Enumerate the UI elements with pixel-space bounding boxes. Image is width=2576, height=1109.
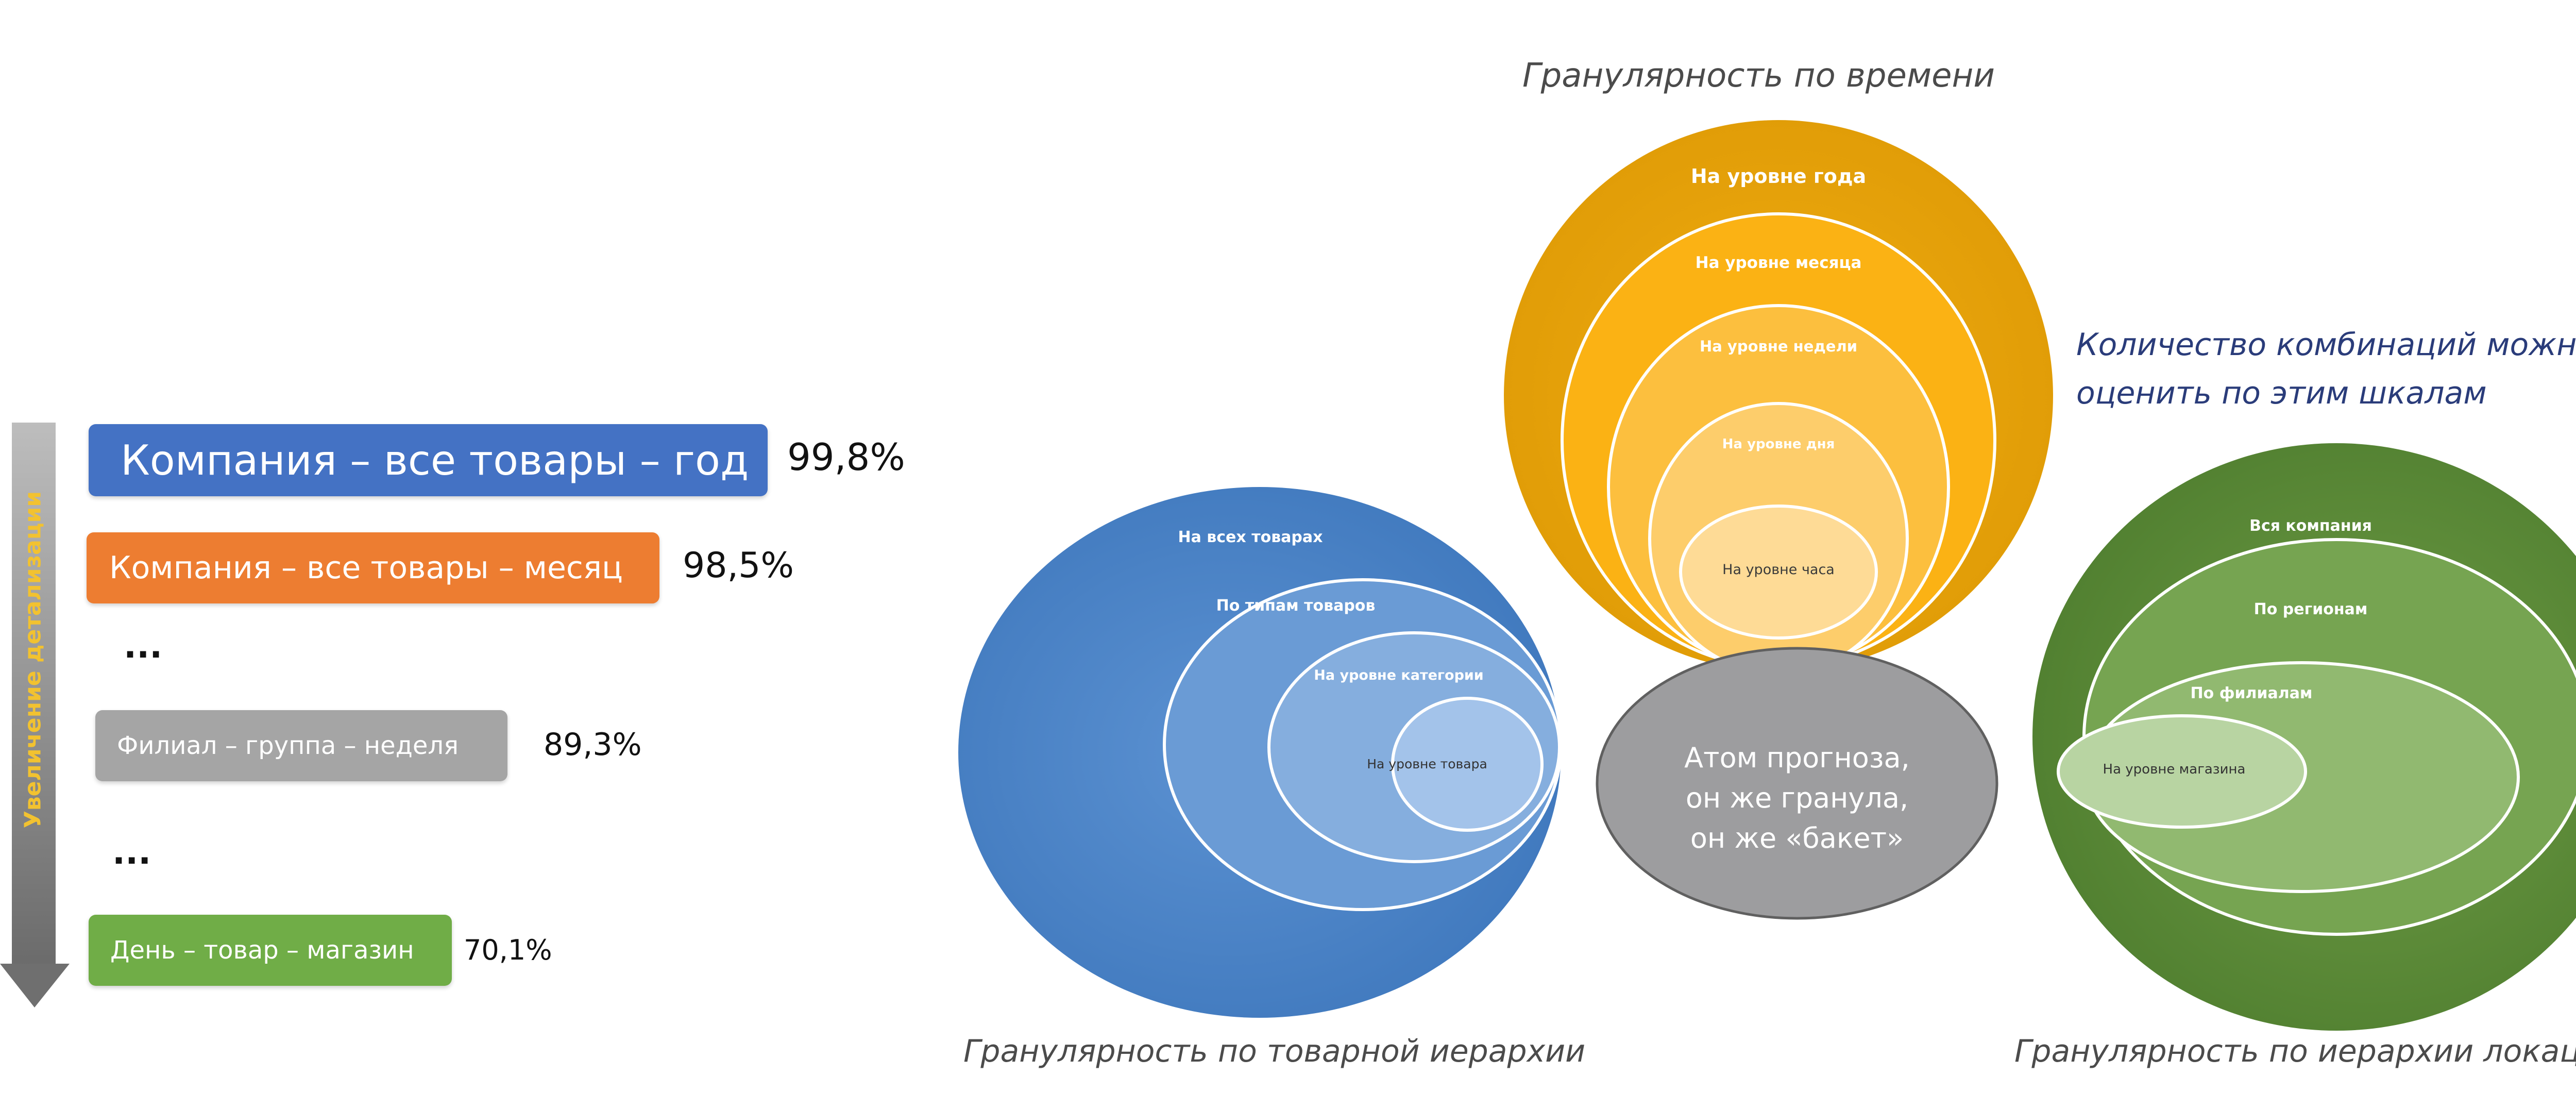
level-day-product-store: День – товар – магазин	[89, 915, 452, 986]
level-branch-group-week: Филиал – группа – неделя	[95, 710, 507, 781]
time-level-hour	[1679, 505, 1878, 640]
location-level-label: На уровне магазина	[2103, 762, 2246, 777]
product-level-label: По типам товаров	[1216, 597, 1376, 615]
level-percent: 89,3%	[544, 727, 642, 763]
time-level-label: На уровне месяца	[1695, 254, 1862, 272]
location-level-label: По филиалам	[2190, 684, 2313, 702]
time-level-label: На уровне часа	[1722, 562, 1835, 578]
time-level-label: На уровне недели	[1699, 338, 1858, 355]
level-company-year: Компания – все товары – год	[89, 424, 768, 496]
combinations-note: Количество комбинаций можно оценить по э…	[2076, 321, 2576, 417]
atom-bubble	[1596, 647, 1998, 920]
location-granularity-circles	[2032, 443, 2576, 1031]
level-label: Компания – все товары – год	[121, 436, 749, 484]
detail-arrow	[0, 423, 70, 1007]
time-granularity-circles	[1504, 120, 2053, 675]
time-level-label: На уровне года	[1690, 165, 1867, 188]
product-granularity-circles	[958, 487, 1563, 1018]
location-granularity-caption: Гранулярность по иерархии локаций	[2014, 1033, 2576, 1069]
level-label: Филиал – группа – неделя	[117, 731, 459, 760]
ellipsis: ...	[124, 626, 163, 666]
ellipsis: ...	[112, 832, 151, 872]
level-company-month: Компания – все товары – месяц	[87, 532, 659, 603]
atom-line: он же гранула,	[1685, 782, 1909, 814]
product-level-label: На уровне категории	[1314, 667, 1484, 683]
combinations-note-line: оценить по этим шкалам	[2076, 375, 2487, 411]
time-granularity-caption: Гранулярность по времени	[1522, 57, 1995, 95]
level-label: Компания – все товары – месяц	[109, 550, 623, 586]
product-level-label: На всех товарах	[1178, 528, 1323, 546]
atom-text: Атом прогноза, он же гранула, он же «бак…	[1684, 738, 1910, 859]
level-percent: 70,1%	[464, 934, 552, 966]
location-level-label: По регионам	[2253, 600, 2368, 618]
product-level-label: На уровне товара	[1367, 757, 1487, 771]
location-level-store	[2057, 714, 2307, 829]
location-level-label: Вся компания	[2249, 517, 2372, 535]
atom-line: он же «бакет»	[1690, 822, 1904, 854]
level-percent: 98,5%	[683, 545, 794, 586]
level-label: День – товар – магазин	[110, 936, 414, 965]
atom-line: Атом прогноза,	[1684, 742, 1910, 774]
product-level-item	[1391, 697, 1544, 832]
combinations-note-line: Количество комбинаций можно	[2076, 327, 2576, 363]
time-level-label: На уровне дня	[1722, 436, 1835, 452]
level-percent: 99,8%	[787, 435, 905, 479]
product-granularity-caption: Гранулярность по товарной иерархии	[963, 1033, 1586, 1069]
